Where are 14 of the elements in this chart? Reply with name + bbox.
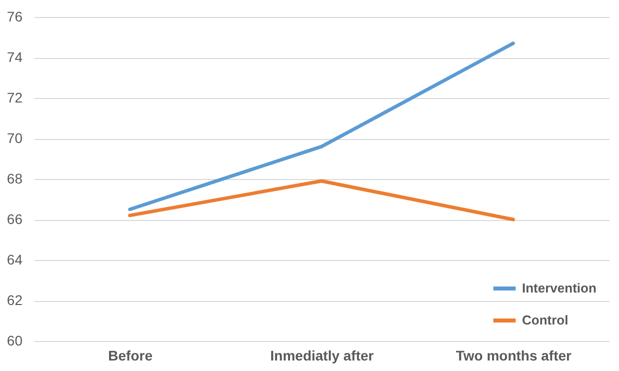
y-tick-label: 62 (6, 292, 23, 308)
y-tick-label: 72 (6, 90, 23, 106)
y-tick-label: 66 (6, 211, 23, 227)
y-tick-label: 76 (6, 8, 23, 24)
y-tick-label: 60 (6, 332, 23, 348)
y-tick-label: 70 (6, 130, 23, 146)
legend-label: Control (522, 312, 568, 328)
y-tick-label: 68 (6, 170, 23, 186)
y-tick-label: 74 (6, 49, 23, 65)
x-tick-label: Before (108, 348, 153, 364)
y-tick-label: 64 (6, 252, 23, 268)
legend-label: Intervention (522, 280, 596, 296)
x-tick-label: Two months after (456, 348, 572, 364)
x-tick-label: Inmediatly after (270, 348, 374, 364)
